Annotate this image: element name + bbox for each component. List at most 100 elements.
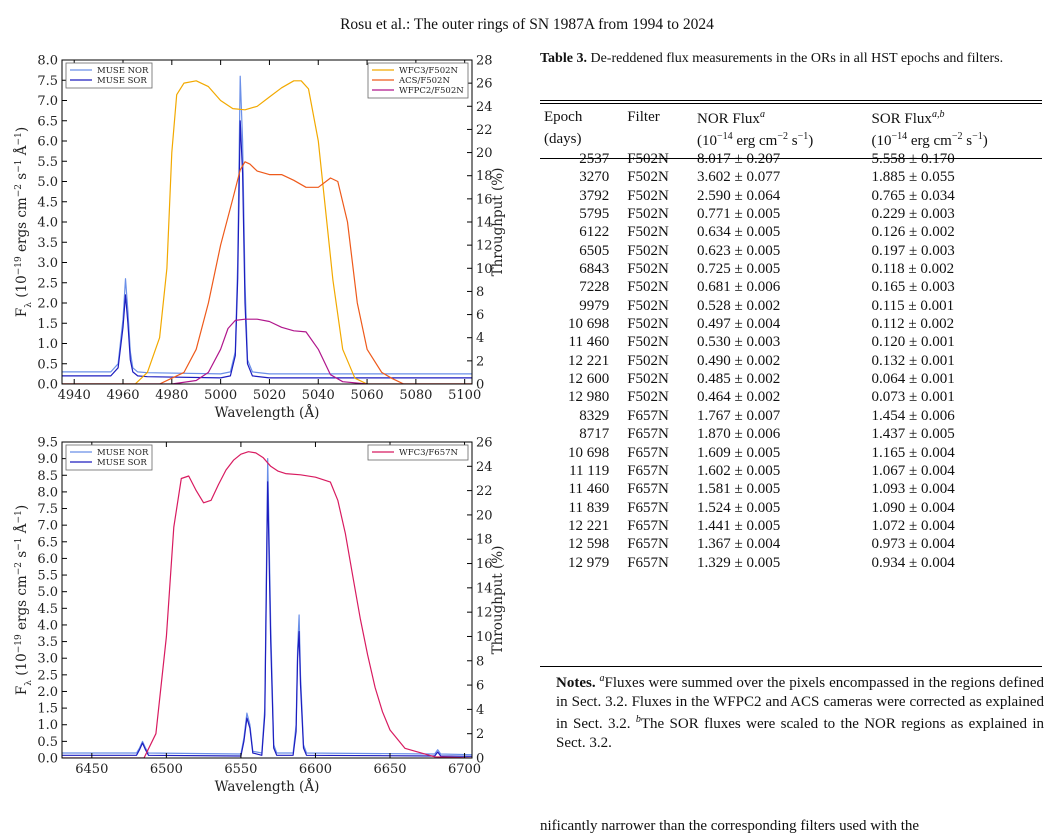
table-row: 6843 F502N 0.725 ± 0.005 0.118 ± 0.002 [540, 260, 1042, 278]
plot-frame [61, 59, 473, 385]
nor-flux-cell: 3.602 ± 0.077 [697, 169, 781, 186]
y-tick-label: 0.5 [37, 357, 58, 372]
y-tick-label: 1.5 [37, 702, 58, 717]
y2-tick-label: 4 [476, 331, 484, 346]
filter-cell: F657N [627, 407, 669, 424]
filter-cell: F657N [627, 499, 669, 516]
series-line-wfc3-f657n [62, 451, 472, 758]
nor-flux-cell: 1.602 ± 0.005 [697, 462, 781, 479]
sor-flux-cell: 1.093 ± 0.004 [871, 481, 955, 498]
filter-cell: F502N [627, 224, 669, 241]
x-tick-label: 4980 [155, 388, 188, 403]
table-row: 8329 F657N 1.767 ± 0.007 1.454 ± 0.006 [540, 407, 1042, 425]
table-rule-mid [540, 158, 1042, 159]
x-tick-label: 5080 [399, 388, 432, 403]
y2-tick-label: 12 [476, 239, 493, 254]
x-axis-label: Wavelength (Å) [215, 405, 320, 421]
y2-tick-label: 20 [476, 508, 493, 523]
y-tick-label: 2.5 [37, 276, 58, 291]
sor-flux-cell: 1.437 ± 0.005 [871, 426, 955, 443]
y-tick-label: 4.0 [37, 618, 58, 633]
y-axis-label: Fλ (10−19 ergs cm−2 s−1 Å−1) [14, 505, 34, 695]
sor-flux-cell: 1.067 ± 0.004 [871, 462, 955, 479]
sor-flux-cell: 0.112 ± 0.002 [871, 316, 955, 333]
nor-flux-cell: 1.609 ± 0.005 [697, 444, 781, 461]
nor-flux-cell: 0.464 ± 0.002 [697, 389, 781, 406]
x-tick-label: 6500 [150, 762, 183, 777]
plot-frame [61, 441, 473, 759]
sor-flux-cell: 0.165 ± 0.003 [871, 279, 955, 296]
table-rule-top2 [540, 103, 1042, 104]
table-row: 2537 F502N 8.017 ± 0.207 5.558 ± 0.170 [540, 150, 1042, 168]
epoch-cell: 12 980 [567, 389, 610, 406]
legend-label: MUSE SOR [97, 76, 147, 86]
sor-flux-cell: 0.064 ± 0.001 [871, 371, 955, 388]
table-row: 6122 F502N 0.634 ± 0.005 0.126 ± 0.002 [540, 223, 1042, 241]
series-line-muse-nor [62, 75, 472, 375]
header-sor-flux: SOR Fluxa,b [871, 109, 945, 127]
nor-flux-cell: 1.581 ± 0.005 [697, 481, 781, 498]
y-tick-label: 5.5 [37, 155, 58, 170]
epoch-cell: 9979 [579, 297, 610, 314]
y2-tick-label: 4 [476, 703, 484, 718]
filter-cell: F657N [627, 462, 669, 479]
y2-axis-label: Throughput (%) [490, 546, 506, 655]
y2-tick-label: 8 [476, 285, 484, 300]
legend-label: MUSE NOR [97, 448, 149, 458]
x-tick-label: 4940 [58, 388, 91, 403]
x-tick-label: 5100 [448, 388, 481, 403]
sor-flux-cell: 0.115 ± 0.001 [871, 297, 955, 314]
header-nor-flux: NOR Fluxa [697, 109, 765, 127]
x-tick-label: 5040 [302, 388, 335, 403]
epoch-cell: 10 698 [567, 316, 610, 333]
y-tick-label: 0.5 [37, 735, 58, 750]
epoch-cell: 10 698 [567, 444, 610, 461]
filter-cell: F502N [627, 352, 669, 369]
nor-flux-cell: 1.767 ± 0.007 [697, 407, 781, 424]
sor-flux-cell: 0.132 ± 0.001 [871, 352, 955, 369]
epoch-cell: 5795 [579, 206, 610, 223]
filter-cell: F657N [627, 517, 669, 534]
nor-flux-cell: 0.528 ± 0.002 [697, 297, 781, 314]
nor-flux-cell: 2.590 ± 0.064 [697, 187, 781, 204]
y2-tick-label: 18 [476, 169, 493, 184]
y-tick-label: 2.0 [37, 685, 58, 700]
filter-cell: F502N [627, 242, 669, 259]
y-axis-label: Fλ (10−19 ergs cm−2 s−1 Å−1) [14, 127, 34, 317]
x-tick-label: 4960 [106, 388, 139, 403]
legend-label: MUSE NOR [97, 66, 149, 76]
table-row: 12 980 F502N 0.464 ± 0.002 0.073 ± 0.001 [540, 388, 1042, 406]
table-caption-text: De-reddened flux measurements in the ORs… [590, 51, 1004, 66]
figure-f657n: 6450 6500 6550 6600 6650 6700 0.0 0.5 1.0 1.5 2.0 2… [0, 430, 520, 815]
table-row: 11 460 F657N 1.581 ± 0.005 1.093 ± 0.004 [540, 480, 1042, 498]
y2-tick-label: 16 [476, 557, 493, 572]
plot-area [62, 75, 472, 384]
sor-flux-cell: 1.454 ± 0.006 [871, 407, 955, 424]
sor-flux-cell: 1.072 ± 0.004 [871, 517, 955, 534]
epoch-cell: 12 221 [567, 352, 610, 369]
y-tick-label: 7.5 [37, 502, 58, 517]
legend-label: WFC3/F502N [399, 66, 459, 76]
table-header-row: Epoch Filter NOR Fluxa SOR Fluxa,b [540, 106, 1042, 128]
sor-flux-cell: 0.120 ± 0.001 [871, 334, 955, 351]
epoch-cell: 12 598 [567, 536, 610, 553]
x-tick-label: 6600 [299, 762, 332, 777]
y-tick-label: 9.5 [37, 436, 58, 451]
sor-flux-cell: 5.558 ± 0.170 [871, 151, 955, 167]
y-tick-label: 2.5 [37, 668, 58, 683]
sor-flux-cell: 0.118 ± 0.002 [871, 261, 955, 278]
series-line-muse-sor [62, 120, 472, 379]
y2-tick-label: 26 [476, 77, 493, 92]
y-tick-label: 4.5 [37, 195, 58, 210]
y2-tick-label: 0 [476, 378, 484, 393]
y2-tick-label: 14 [476, 216, 493, 231]
filter-cell: F502N [627, 316, 669, 333]
filter-cell: F502N [627, 334, 669, 351]
nor-flux-cell: 0.490 ± 0.002 [697, 352, 781, 369]
legend-flux [65, 444, 153, 471]
table-units-row: (days) (10−14 erg cm−2 s−1) (10−14 erg c… [540, 128, 1042, 150]
nor-flux-cell: 0.634 ± 0.005 [697, 224, 781, 241]
table-rule-top [540, 100, 1042, 101]
table-row: 11 460 F502N 0.530 ± 0.003 0.120 ± 0.001 [540, 333, 1042, 351]
x-tick-label: 6550 [224, 762, 257, 777]
